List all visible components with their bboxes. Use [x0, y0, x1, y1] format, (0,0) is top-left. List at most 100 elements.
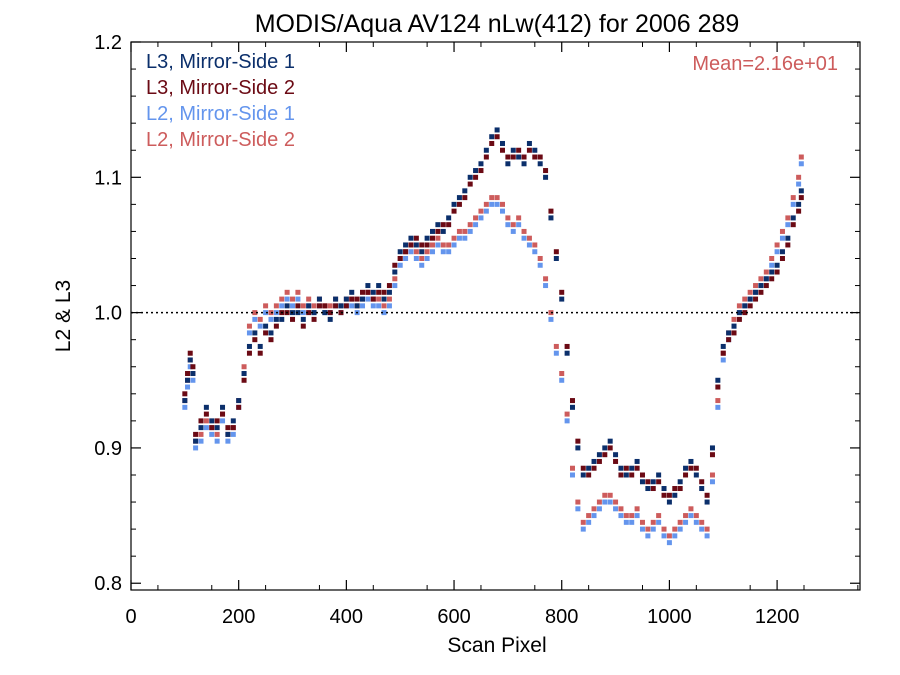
data-point [198, 425, 204, 431]
data-point [763, 269, 769, 275]
data-point [661, 533, 667, 539]
data-point [290, 303, 296, 309]
y-tick-label: 1.2 [94, 32, 122, 54]
data-point [623, 465, 629, 471]
plot-area [130, 41, 861, 591]
data-point [430, 228, 436, 234]
data-point [693, 519, 699, 525]
data-point [225, 438, 231, 444]
data-point [413, 255, 419, 261]
data-point [526, 235, 532, 241]
x-axis-tick-labels: 0 200 400 600 800 1000 1200 [125, 606, 799, 628]
data-point [537, 154, 543, 160]
data-point [548, 215, 554, 221]
data-point [661, 492, 667, 498]
data-point [494, 201, 500, 207]
data-point [182, 398, 188, 404]
data-point [516, 147, 522, 153]
data-point [499, 140, 505, 146]
data-point [386, 303, 392, 309]
y-tick-label: 1.1 [94, 167, 122, 189]
x-tick-label: 800 [545, 606, 578, 628]
data-point [284, 303, 290, 309]
data-point [424, 242, 430, 248]
data-point [190, 377, 196, 383]
data-point [532, 242, 538, 248]
data-point [596, 499, 602, 505]
data-point [704, 533, 710, 539]
data-point [521, 228, 527, 234]
data-point [580, 472, 586, 478]
data-point [246, 350, 252, 356]
data-point [268, 316, 274, 322]
data-point [187, 364, 193, 370]
data-point [343, 303, 349, 309]
data-point [742, 296, 748, 302]
plot-frame [130, 41, 861, 591]
data-point [381, 296, 387, 302]
data-point [424, 249, 430, 255]
data-point [230, 431, 236, 437]
data-point [731, 323, 737, 329]
data-point [796, 201, 802, 207]
data-point [758, 289, 764, 295]
data-point [419, 262, 425, 268]
data-point [774, 249, 780, 255]
data-point [225, 431, 231, 437]
data-point [478, 208, 484, 214]
data-point [392, 276, 398, 282]
data-point [634, 465, 640, 471]
data-point [526, 140, 532, 146]
data-point [688, 506, 694, 512]
data-point [473, 174, 479, 180]
data-point [343, 296, 349, 302]
data-point [392, 262, 398, 268]
data-point [742, 303, 748, 309]
data-point [586, 519, 592, 525]
data-point [185, 377, 191, 383]
data-point [774, 269, 780, 275]
data-point [798, 195, 804, 201]
data-point [190, 364, 196, 370]
data-point [354, 296, 360, 302]
data-point [370, 303, 376, 309]
data-point [677, 526, 683, 532]
data-point [586, 472, 592, 478]
data-point [462, 188, 468, 194]
data-point [440, 242, 446, 248]
data-point [650, 486, 656, 492]
data-point [257, 350, 263, 356]
y-tick-label: 0.9 [94, 438, 122, 460]
data-point [798, 154, 804, 160]
data-point [629, 465, 635, 471]
data-point [763, 276, 769, 282]
legend: L3, Mirror-Side 1 L3, Mirror-Side 2 L2, Mi… [146, 51, 295, 151]
x-tick-label: 1000 [647, 606, 692, 628]
data-point [306, 303, 312, 309]
data-point [688, 458, 694, 464]
data-point [666, 540, 672, 546]
data-point [203, 418, 209, 424]
x-tick-label: 200 [222, 606, 255, 628]
data-point [241, 364, 247, 370]
data-point [790, 222, 796, 228]
data-point [430, 242, 436, 248]
data-point [467, 228, 473, 234]
data-point [575, 445, 581, 451]
data-point [526, 147, 532, 153]
data-point [591, 513, 597, 519]
data-point [440, 228, 446, 234]
data-point [634, 458, 640, 464]
data-point [591, 506, 597, 512]
data-point [322, 303, 328, 309]
data-point [666, 499, 672, 505]
data-point [403, 249, 409, 255]
data-point [381, 310, 387, 316]
data-point [236, 398, 242, 404]
data-point [602, 499, 608, 505]
data-point [252, 316, 258, 322]
data-point [246, 343, 252, 349]
data-point [505, 215, 511, 221]
data-point [386, 289, 392, 295]
